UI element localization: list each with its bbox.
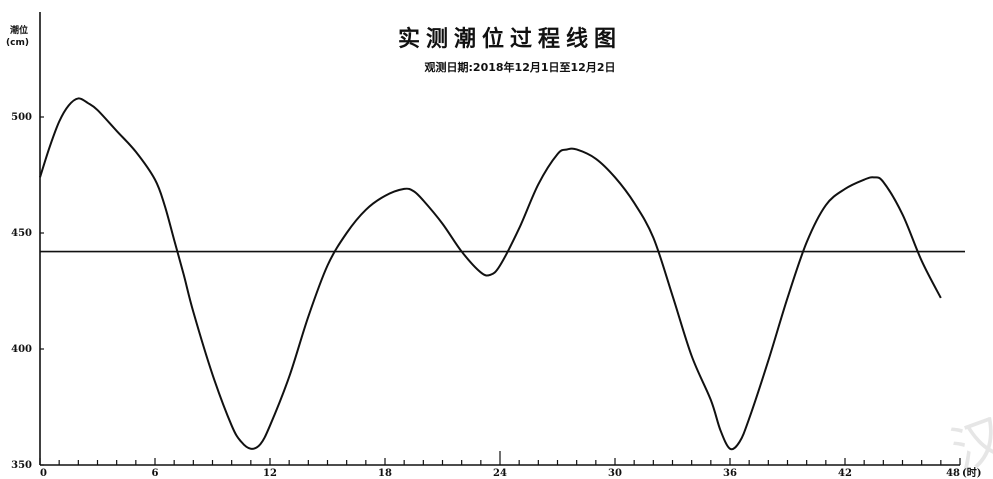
y-tick-label: 350 [11, 460, 32, 471]
y-tick-label: 450 [11, 228, 32, 239]
x-tick-label: 0 [40, 468, 47, 479]
y-axis-label: 潮位 [10, 24, 28, 36]
x-tick-label: 6 [152, 468, 159, 479]
y-tick-label: 500 [11, 112, 32, 123]
x-tick-label: 24 [493, 468, 507, 479]
chart-title: 实测潮位过程线图 [398, 26, 622, 52]
chart-subtitle: 观测日期:2018年12月1日至12月2日 [425, 60, 616, 74]
x-axis-unit: (时) [962, 466, 981, 479]
x-tick-label: 36 [723, 468, 737, 479]
x-tick-label: 48 [946, 468, 960, 479]
y-axis-unit: (cm) [6, 38, 29, 48]
x-tick-label: 18 [378, 468, 392, 479]
x-tick-label: 42 [838, 468, 852, 479]
x-tick-label: 30 [608, 468, 622, 479]
x-ticks: 0 6 12 18 24 30 36 42 48 [39, 451, 961, 479]
y-ticks: 350 400 450 500 [11, 112, 44, 471]
y-tick-label: 400 [11, 344, 32, 355]
x-tick-label: 12 [263, 468, 277, 479]
tide-series-line [39, 97, 942, 451]
